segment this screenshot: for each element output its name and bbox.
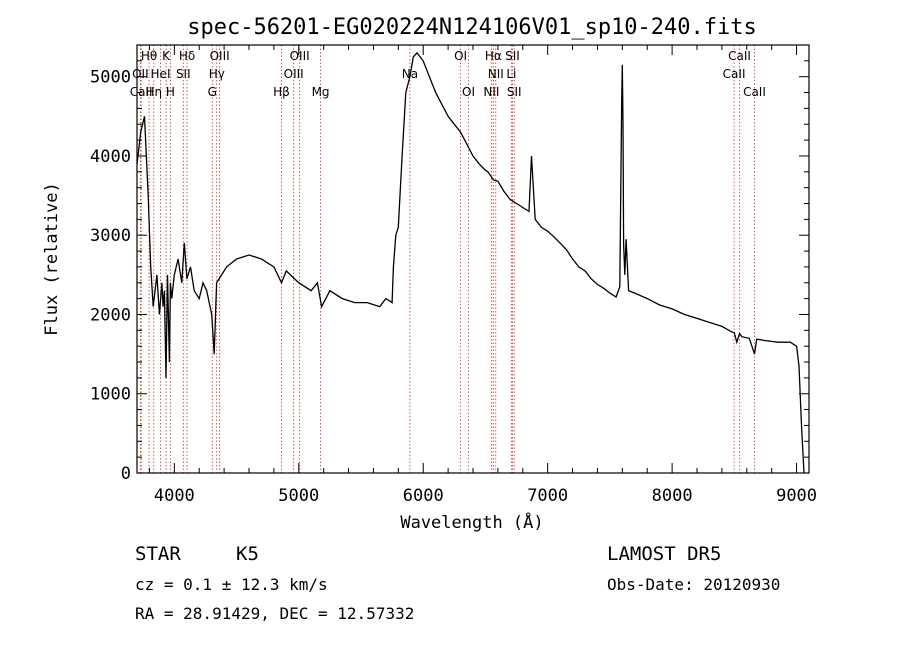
line-marker-label-10: Hγ	[209, 67, 225, 81]
line-marker-label-19: NII	[483, 85, 499, 99]
line-marker-label-1: OII	[132, 67, 149, 81]
chart-title: spec-56201-EG020224N124106V01_sp10-240.f…	[187, 15, 757, 40]
line-marker-label-3: Hη	[145, 85, 162, 99]
line-marker-label-14: OIII	[290, 49, 310, 63]
object-class: STAR	[135, 543, 181, 565]
line-marker-label-12: Hβ	[273, 85, 290, 99]
line-marker-label-17: OI	[454, 49, 467, 63]
line-marker-label-4: HeI	[151, 67, 171, 81]
y-tick-label-4000: 4000	[90, 147, 131, 167]
line-marker-label-24: SII	[507, 85, 522, 99]
line-marker-label-21: Hα	[485, 49, 502, 63]
x-tick-label-9000: 9000	[776, 486, 817, 506]
line-marker-label-11: G	[208, 85, 217, 99]
y-axis-label: Flux (relative)	[42, 182, 62, 336]
x-tick-label-4000: 4000	[154, 486, 195, 506]
y-tick-label-5000: 5000	[90, 68, 131, 88]
ra-dec-coordinates: RA = 28.91429, DEC = 12.57332	[135, 604, 414, 623]
line-marker-label-6: H	[166, 85, 175, 99]
line-markers	[139, 45, 755, 473]
line-marker-label-15: Mg	[312, 85, 330, 99]
y-tick-label-2000: 2000	[90, 305, 131, 325]
y-tick-label-1000: 1000	[90, 385, 131, 405]
line-marker-label-18: OI	[462, 85, 475, 99]
line-marker-label-2: CaII	[130, 85, 153, 99]
line-marker-label-9: OIII	[210, 49, 230, 63]
line-marker-label-20: NII	[488, 67, 504, 81]
y-axis-ticks: 0 1000 2000 3000 4000 5000	[90, 44, 809, 484]
y-tick-label-3000: 3000	[90, 226, 131, 246]
survey-name: LAMOST DR5	[607, 543, 721, 565]
line-marker-label-0: Hθ	[141, 49, 157, 63]
x-axis-label: Wavelength (Å)	[400, 511, 543, 533]
x-tick-label-5000: 5000	[278, 486, 319, 506]
line-marker-label-5: K	[162, 49, 171, 63]
line-marker-label-13: OIII	[284, 67, 304, 81]
line-marker-label-25: CaII	[723, 67, 746, 81]
line-marker-label-8: Hδ	[179, 49, 195, 63]
observation-date: Obs-Date: 20120930	[607, 575, 780, 594]
x-axis-ticks: 4000 5000 6000 7000 8000 9000	[148, 45, 817, 506]
x-tick-label-6000: 6000	[403, 486, 444, 506]
line-marker-label-26: CaII	[728, 49, 751, 63]
line-marker-label-7: SII	[176, 67, 191, 81]
line-marker-label-23: Li	[506, 67, 516, 81]
x-tick-label-8000: 8000	[652, 486, 693, 506]
spectrum-line	[136, 51, 805, 474]
redshift-cz: cz = 0.1 ± 12.3 km/s	[135, 575, 328, 594]
x-tick-label-7000: 7000	[527, 486, 568, 506]
y-tick-label-0: 0	[121, 464, 131, 484]
subclass: K5	[236, 543, 259, 565]
line-marker-label-27: CaII	[743, 85, 766, 99]
line-marker-label-22: SII	[505, 49, 520, 63]
